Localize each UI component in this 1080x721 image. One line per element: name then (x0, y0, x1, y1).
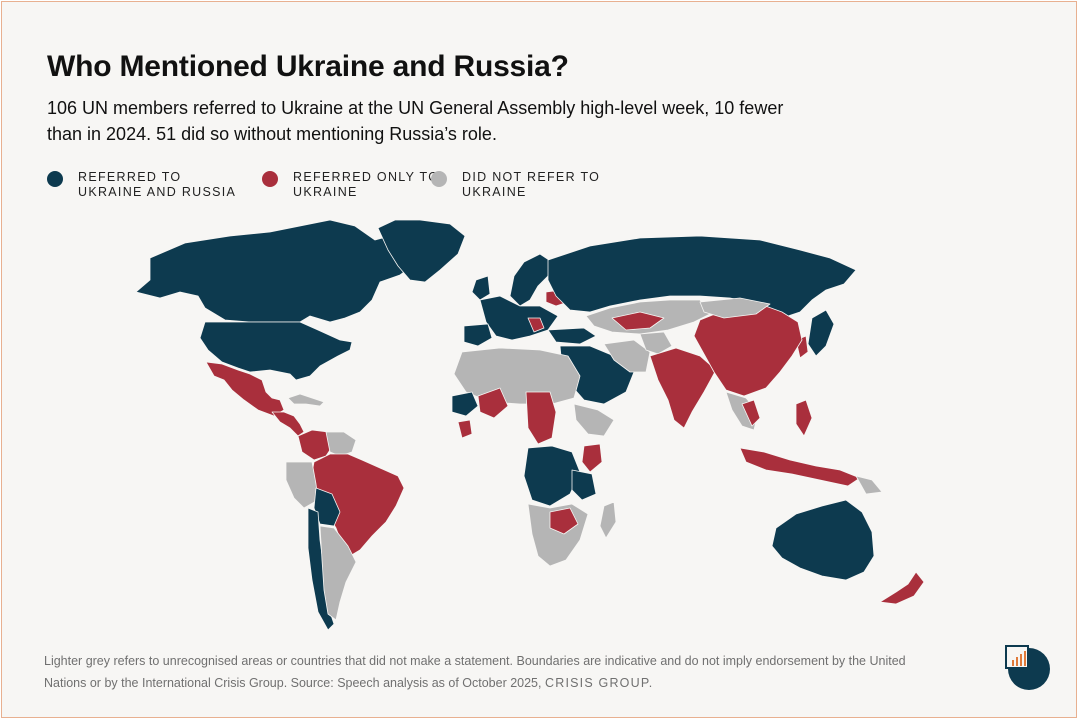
region-sahel (525, 391, 557, 445)
region-afghanistan (639, 331, 673, 355)
region-indonesia (739, 447, 861, 487)
region-china (693, 303, 803, 397)
legend-swatch-only-ukraine (262, 171, 278, 187)
region-russia (547, 235, 857, 319)
region-west-coast (457, 419, 473, 439)
legend-item-only-ukraine: REFERRED ONLY TO UKRAINE (262, 170, 453, 200)
legend-label-did-not-refer: DID NOT REFER TO UKRAINE (462, 170, 601, 199)
region-bolivia (313, 487, 341, 527)
region-iran (603, 339, 651, 373)
region-turkey (547, 327, 597, 345)
region-central-africa (523, 445, 581, 507)
region-mongolia (699, 297, 771, 319)
region-alaska-canada (135, 219, 419, 323)
region-north-africa (453, 347, 581, 405)
legend-item-did-not-refer: DID NOT REFER TO UKRAINE (431, 170, 622, 200)
legend-label-only-ukraine: REFERRED ONLY TO UKRAINE (293, 170, 440, 199)
region-south-asia (649, 347, 717, 429)
region-kenya (581, 443, 603, 473)
region-caribbean (287, 393, 325, 407)
crisis-group-logo (1005, 645, 1050, 690)
region-australia (771, 499, 875, 581)
region-peru (285, 461, 319, 509)
legend-item-ukraine-and-russia: REFERRED TO UKRAINE AND RUSSIA (47, 170, 238, 200)
region-zambia (549, 507, 579, 535)
region-uk (471, 275, 491, 301)
region-mexico (205, 361, 285, 417)
legend-swatch-ukraine-and-russia (47, 171, 63, 187)
region-kazakhstan (611, 311, 665, 331)
region-venezuela-guianas (325, 431, 357, 457)
footer-note: Lighter grey refers to unrecognised area… (44, 650, 924, 694)
region-vietnam-thailand (741, 399, 761, 427)
region-west-africa-a (451, 391, 479, 417)
footer-note-text: Lighter grey refers to unrecognised area… (44, 654, 906, 690)
legend-swatch-did-not-refer (431, 171, 447, 187)
region-central-america (271, 411, 305, 437)
region-greenland (377, 219, 466, 283)
map-subtitle: 106 UN members referred to Ukraine at th… (47, 98, 784, 144)
region-philippines (795, 399, 813, 437)
region-west-africa-b (477, 387, 509, 419)
footer-org: CRISIS GROUP. (544, 676, 654, 690)
region-chile (307, 507, 335, 631)
region-png (855, 475, 883, 495)
region-argentina (319, 525, 357, 621)
region-horn-of-africa (573, 403, 615, 437)
legend-label-ukraine-and-russia: REFERRED TO UKRAINE AND RUSSIA (78, 170, 237, 199)
region-balkans (527, 317, 545, 333)
region-japan (807, 309, 835, 357)
region-new-zealand (879, 571, 925, 605)
region-iberia (463, 323, 493, 347)
region-east-africa (571, 469, 597, 501)
region-madagascar (599, 501, 617, 539)
region-usa (199, 321, 353, 381)
map-title: Who Mentioned Ukraine and Russia? (47, 50, 569, 83)
